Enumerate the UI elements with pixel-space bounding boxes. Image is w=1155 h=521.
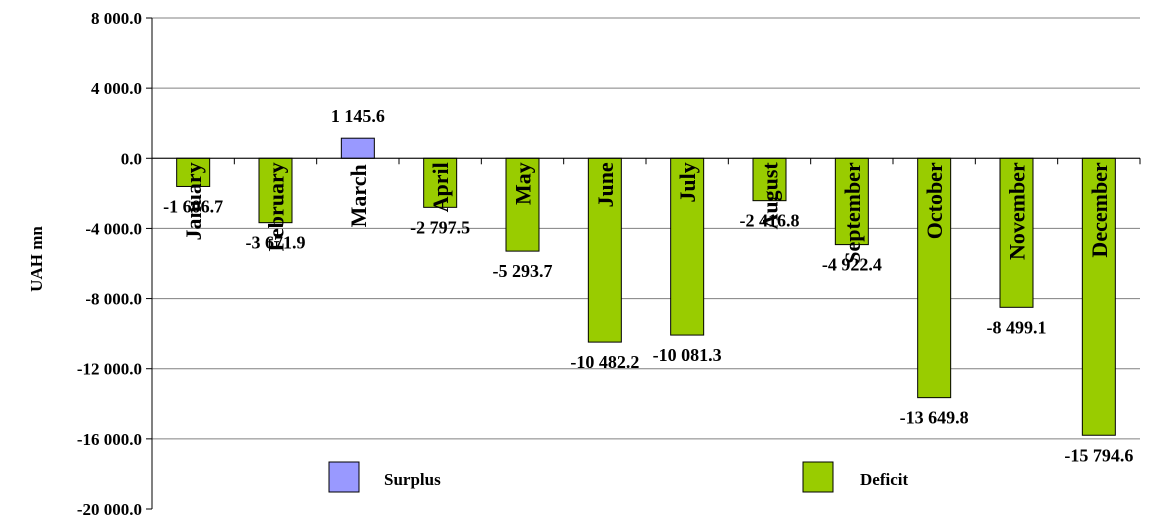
bar-october (917, 157, 952, 399)
y-tick-label: -12 000.0 (77, 360, 142, 379)
category-label: August (758, 162, 783, 230)
legend-swatch-surplus (328, 461, 360, 493)
legend: Surplus Deficit (328, 461, 908, 493)
legend-swatch-deficit (802, 461, 834, 493)
y-tick-label: 4 000.0 (91, 79, 142, 98)
category-label: March (346, 164, 371, 227)
data-label: -1 606.7 (163, 196, 223, 216)
bar-june (587, 157, 622, 343)
data-label: -15 794.6 (1064, 445, 1133, 465)
bars (176, 137, 1116, 436)
data-label: -10 081.3 (653, 345, 722, 365)
data-label: -13 649.8 (900, 408, 969, 428)
bar-november (999, 157, 1034, 308)
category-label: October (922, 162, 947, 239)
labels: 8 000.0 4 000.0 0.0 -4 000.0 -8 000.0 -12 000… (77, 9, 1134, 519)
gridlines (152, 17, 1140, 440)
data-label: -2 416.8 (740, 211, 800, 231)
y-tick-label: -4 000.0 (85, 219, 142, 238)
data-label: -5 293.7 (493, 261, 553, 281)
bar-december (1081, 157, 1116, 436)
bar-april (423, 157, 458, 208)
category-label: November (1005, 162, 1030, 260)
data-label: -10 482.2 (570, 352, 639, 372)
bar-may (505, 157, 540, 252)
legend-label-deficit: Deficit (860, 470, 908, 489)
data-label: -2 797.5 (410, 217, 470, 237)
y-tick-label: 0.0 (121, 149, 142, 168)
category-label: September (840, 162, 865, 264)
category-label: May (511, 162, 536, 205)
y-axis-title: UAH mn (27, 226, 46, 292)
data-label: -3 671.9 (246, 233, 306, 253)
y-tick-label: -8 000.0 (85, 290, 142, 309)
y-tick-label: 8 000.0 (91, 9, 142, 28)
legend-label-surplus: Surplus (384, 470, 441, 489)
bar-january (176, 157, 211, 187)
y-tick-label: -16 000.0 (77, 430, 142, 449)
category-label: January (181, 162, 206, 240)
bar-august (752, 157, 787, 202)
data-label: -8 499.1 (987, 317, 1047, 337)
category-label: July (675, 162, 700, 202)
data-label: -4 922.4 (822, 255, 882, 275)
bar-march (340, 137, 375, 159)
bar-july (670, 157, 705, 336)
category-label: February (264, 162, 289, 251)
category-label: December (1087, 162, 1112, 258)
bar-february (258, 157, 293, 224)
category-label: June (593, 162, 618, 207)
category-label: April (428, 162, 453, 212)
axes (146, 17, 1141, 510)
data-label: 1 145.6 (331, 106, 385, 126)
y-tick-label: -20 000.0 (77, 500, 142, 519)
bar-september (834, 157, 869, 246)
